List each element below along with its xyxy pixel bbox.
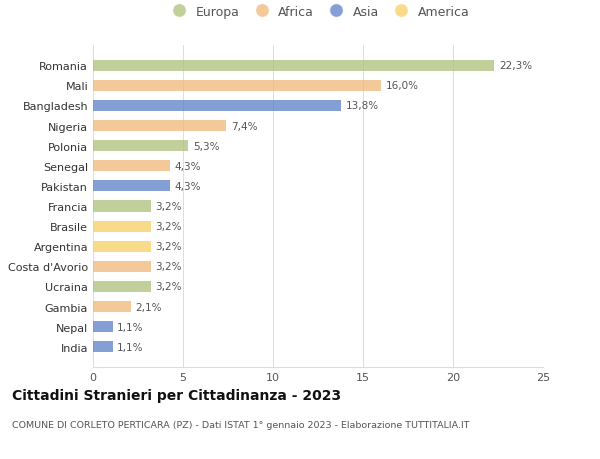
Bar xyxy=(93,261,151,272)
Bar xyxy=(93,81,381,92)
Text: 3,2%: 3,2% xyxy=(155,202,182,212)
Bar xyxy=(93,181,170,192)
Bar xyxy=(93,302,131,313)
Text: 2,1%: 2,1% xyxy=(136,302,162,312)
Text: 3,2%: 3,2% xyxy=(155,262,182,272)
Text: 5,3%: 5,3% xyxy=(193,141,220,151)
Bar xyxy=(93,281,151,292)
Bar xyxy=(93,341,113,353)
Bar xyxy=(93,101,341,112)
Text: 1,1%: 1,1% xyxy=(118,322,144,332)
Text: 4,3%: 4,3% xyxy=(175,181,202,191)
Text: 22,3%: 22,3% xyxy=(499,61,532,71)
Text: Cittadini Stranieri per Cittadinanza - 2023: Cittadini Stranieri per Cittadinanza - 2… xyxy=(12,388,341,402)
Bar xyxy=(93,241,151,252)
Text: 4,3%: 4,3% xyxy=(175,162,202,171)
Text: 1,1%: 1,1% xyxy=(118,342,144,352)
Bar xyxy=(93,141,188,152)
Text: COMUNE DI CORLETO PERTICARA (PZ) - Dati ISTAT 1° gennaio 2023 - Elaborazione TUT: COMUNE DI CORLETO PERTICARA (PZ) - Dati … xyxy=(12,420,470,429)
Bar xyxy=(93,321,113,332)
Text: 16,0%: 16,0% xyxy=(386,81,419,91)
Text: 7,4%: 7,4% xyxy=(231,121,257,131)
Text: 3,2%: 3,2% xyxy=(155,242,182,252)
Text: 3,2%: 3,2% xyxy=(155,222,182,232)
Text: 13,8%: 13,8% xyxy=(346,101,379,111)
Bar xyxy=(93,161,170,172)
Bar xyxy=(93,221,151,232)
Bar xyxy=(93,121,226,132)
Legend: Europa, Africa, Asia, America: Europa, Africa, Asia, America xyxy=(161,1,475,24)
Bar xyxy=(93,61,494,72)
Bar xyxy=(93,201,151,212)
Text: 3,2%: 3,2% xyxy=(155,282,182,292)
